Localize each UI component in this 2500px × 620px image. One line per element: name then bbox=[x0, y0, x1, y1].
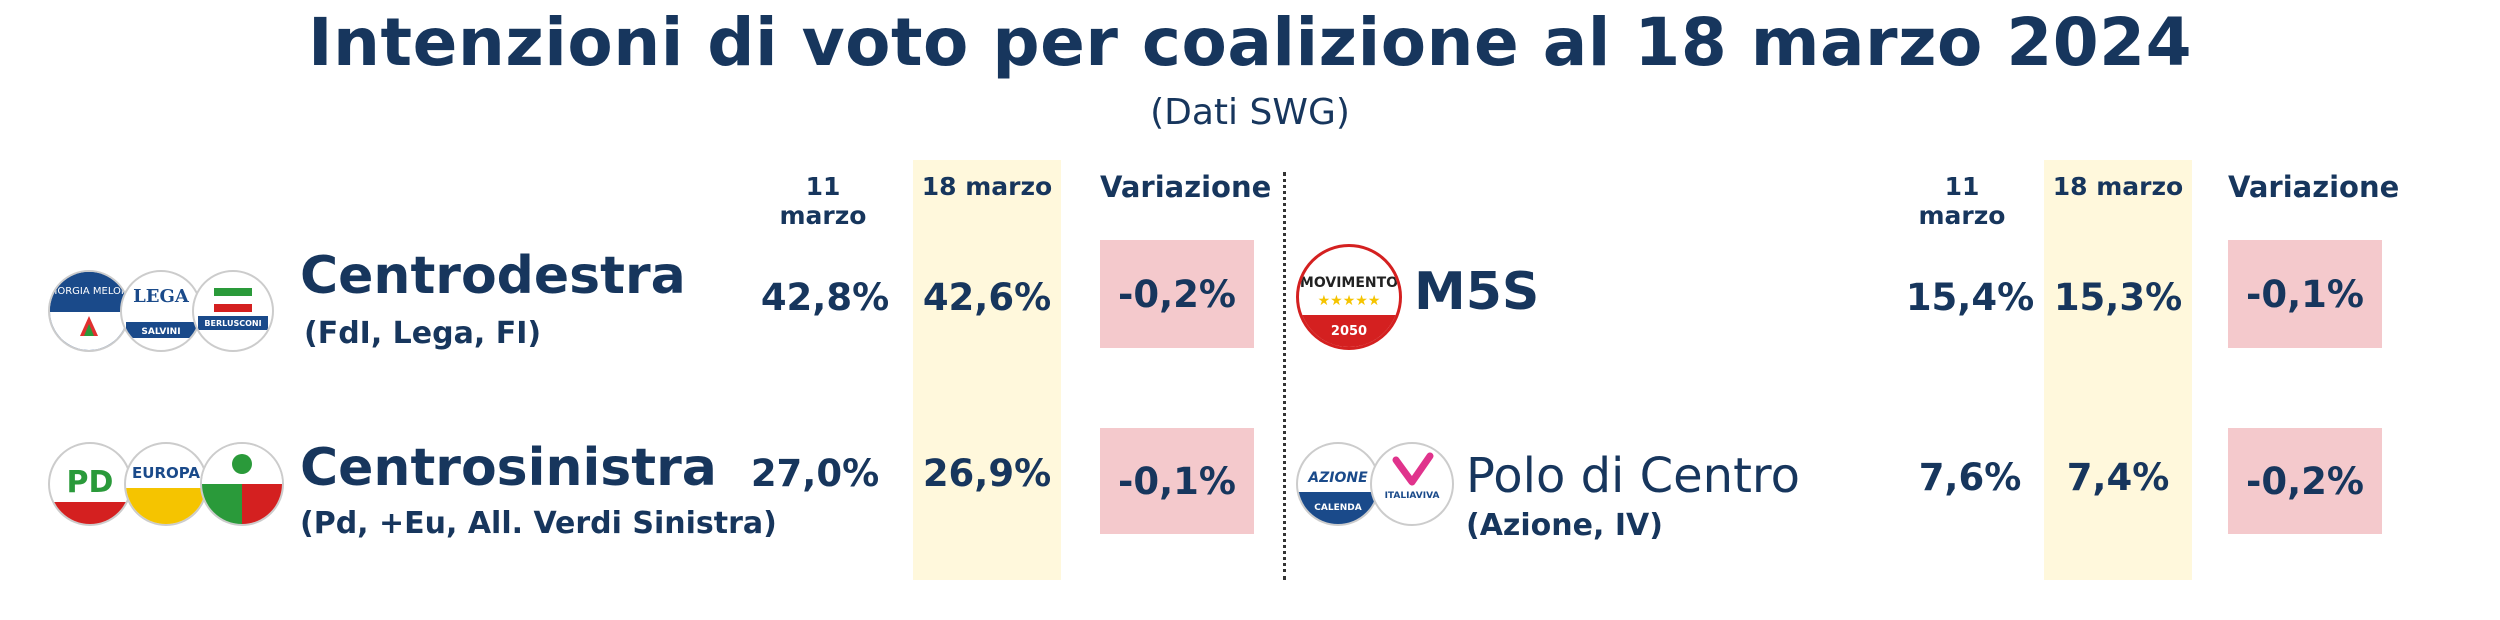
highlight-column-right bbox=[2044, 160, 2192, 580]
page-subtitle: (Dati SWG) bbox=[1150, 92, 1350, 133]
coalition-parties-centrosinistra: (Pd, +Eu, All. Verdi Sinistra) bbox=[300, 506, 777, 541]
europa-logo-text: EUROPA bbox=[132, 464, 200, 482]
berlusconi-logo-text: BERLUSCONI bbox=[204, 319, 261, 328]
coalition-name-m5s: M5S bbox=[1414, 262, 1540, 322]
m5s-2050-text: 2050 bbox=[1331, 324, 1367, 339]
lega-logo-text: LEGA bbox=[133, 286, 190, 307]
value-18-marzo: 15,3% bbox=[2053, 276, 2183, 319]
row-polo-di-centro: AZIONE CALENDA ITALIAVIVA Polo di Centro… bbox=[1290, 420, 2500, 570]
m5s-logo: MOVIMENTO ★★★★★ 2050 bbox=[1296, 244, 1402, 350]
value-11-marzo: 7,6% bbox=[1918, 456, 2022, 499]
variation-box: -0,1% bbox=[2228, 240, 2382, 348]
header-11-marzo-left: 11 marzo bbox=[779, 172, 867, 230]
pd-logo: PD bbox=[48, 442, 132, 526]
coalition-name-centrodestra: Centrodestra bbox=[300, 246, 686, 306]
forza-italia-logo: BERLUSCONI bbox=[192, 270, 274, 352]
header-18-marzo-right: 18 marzo bbox=[2052, 172, 2184, 201]
piu-europa-logo: EUROPA bbox=[124, 442, 208, 526]
row-centrosinistra: PD EUROPA Centrosinistra (Pd, +Eu, All. … bbox=[0, 420, 1280, 570]
salvini-logo-text: SALVINI bbox=[141, 327, 180, 337]
header-variazione-right: Variazione bbox=[2228, 170, 2400, 204]
avs-logo bbox=[200, 442, 284, 526]
panel-divider bbox=[1283, 172, 1286, 580]
value-11-marzo: 27,0% bbox=[750, 452, 880, 495]
page-title: Intenzioni di voto per coalizione al 18 … bbox=[307, 4, 2193, 81]
fratelli-ditalia-logo: GIORGIA MELONI bbox=[48, 270, 130, 352]
row-centrodestra: GIORGIA MELONI LEGA SALVINI BERLUSCONI C… bbox=[0, 230, 1280, 370]
azione-logo: AZIONE CALENDA bbox=[1296, 442, 1380, 526]
coalition-name-polo-di-centro: Polo di Centro bbox=[1466, 448, 1800, 504]
coalition-name-centrosinistra: Centrosinistra bbox=[300, 438, 717, 498]
svg-text:★★★★★: ★★★★★ bbox=[1318, 293, 1381, 309]
value-11-marzo: 15,4% bbox=[1905, 276, 2035, 319]
lega-logo: LEGA SALVINI bbox=[120, 270, 202, 352]
highlight-column-left bbox=[913, 160, 1061, 580]
coalition-parties-centrodestra: (FdI, Lega, FI) bbox=[304, 316, 542, 351]
coalition-parties-polo-di-centro: (Azione, IV) bbox=[1466, 508, 1663, 543]
calenda-logo-text: CALENDA bbox=[1314, 503, 1361, 513]
movimento-logo-text: MOVIMENTO bbox=[1300, 275, 1398, 291]
header-18-marzo-left: 18 marzo bbox=[921, 172, 1053, 201]
pd-logo-text: PD bbox=[67, 465, 114, 500]
header-variazione-left: Variazione bbox=[1100, 170, 1272, 204]
azione-logo-text: AZIONE bbox=[1307, 470, 1368, 486]
italia-viva-logo: ITALIAVIVA bbox=[1370, 442, 1454, 526]
value-18-marzo: 42,6% bbox=[922, 276, 1052, 319]
fdi-logo-text-top: GIORGIA MELONI bbox=[50, 286, 128, 297]
italiaviva-logo-text: ITALIAVIVA bbox=[1385, 491, 1440, 501]
variation-box: -0,2% bbox=[2228, 428, 2382, 534]
value-18-marzo: 26,9% bbox=[922, 452, 1052, 495]
value-11-marzo: 42,8% bbox=[760, 276, 890, 319]
variation-box: -0,2% bbox=[1100, 240, 1254, 348]
row-m5s: MOVIMENTO ★★★★★ 2050 M5S 15,4% 15,3% -0,… bbox=[1290, 230, 2500, 370]
header-11-marzo-right: 11 marzo bbox=[1918, 172, 2006, 230]
value-18-marzo: 7,4% bbox=[2066, 456, 2170, 499]
variation-box: -0,1% bbox=[1100, 428, 1254, 534]
